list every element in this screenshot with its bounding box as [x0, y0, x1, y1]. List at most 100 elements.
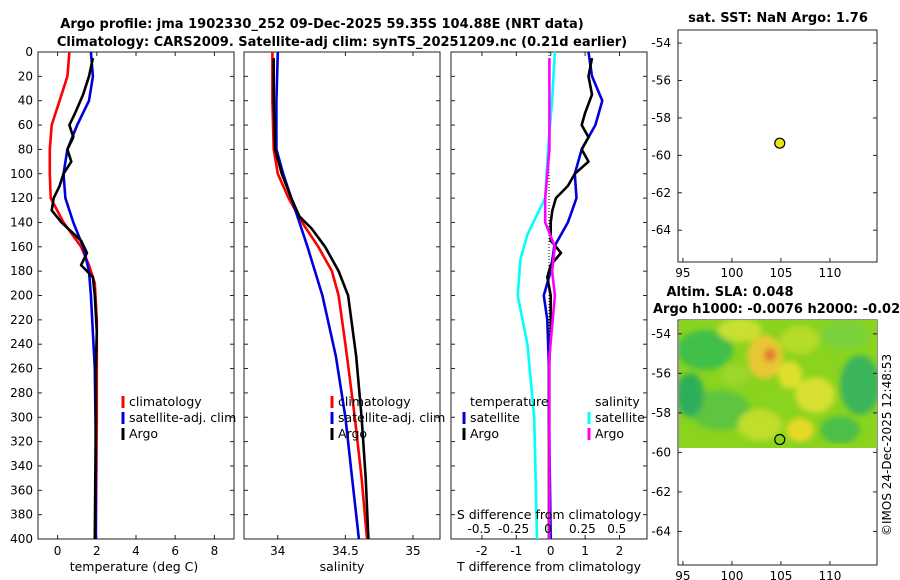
y-tick-label: 20 [18, 69, 33, 83]
legend-label-t-argo: Argo [470, 426, 499, 441]
x-tick-label: 0 [547, 544, 555, 558]
x-tick-label: -2 [476, 544, 488, 558]
x-tick-label: 34.5 [332, 544, 359, 558]
legend-title-salinity: salinity [595, 394, 640, 409]
y-tick-label: 360 [10, 483, 33, 497]
sla-map: Altim. SLA: 0.048 Argo h1000: -0.0076 h2… [651, 285, 900, 580]
salinity-legend: climatology satellite-adj. clim Argo [330, 394, 445, 441]
lon-tick-label: 110 [818, 569, 841, 580]
y-tick-label: 220 [10, 313, 33, 327]
lat-tick-label: -62 [651, 186, 671, 200]
legend-label-t-satellite: satellite [470, 410, 520, 425]
salinity-xlabel: salinity [320, 559, 365, 574]
s-difference-xlabel: S difference from climatology [457, 507, 642, 522]
temperature-axes-box [37, 51, 235, 540]
series-line-satellite-adj-clim [275, 51, 361, 540]
x-tick-label: 35 [405, 544, 420, 558]
legend-label-s-satellite: satellite [595, 410, 645, 425]
x-tick-label: -1 [510, 544, 522, 558]
lon-tick-label: 105 [769, 266, 792, 280]
lat-tick-label: -64 [651, 223, 671, 237]
series-line-t-satellite [542, 51, 604, 540]
lon-tick-label: 95 [675, 266, 690, 280]
lat-tick-label: -58 [651, 406, 671, 420]
argo-position-marker [774, 433, 786, 446]
x-tick-label: 34 [270, 544, 285, 558]
figure-title-line2: Climatology: CARS2009. Satellite-adj cli… [57, 35, 627, 50]
x-tick-label: 8 [211, 544, 219, 558]
y-tick-label: 60 [18, 118, 33, 132]
y-tick-label: 300 [10, 410, 33, 424]
y-tick-label: 320 [10, 435, 33, 449]
sla-map-title: Altim. SLA: 0.048 [667, 285, 794, 300]
x-tick-label: 0 [54, 544, 62, 558]
sla-heatmap [679, 320, 877, 448]
salinity-diff-legend: salinity satellite Argo [587, 394, 645, 441]
legend-title-temperature: temperature [470, 394, 549, 409]
sst-map-title: sat. SST: NaN Argo: 1.76 [688, 11, 868, 26]
y-tick-label: 140 [10, 215, 33, 229]
x-tick-label: 2 [616, 544, 624, 558]
lon-tick-label: 110 [818, 266, 841, 280]
lat-tick-label: -56 [651, 366, 671, 380]
y-tick-label: 260 [10, 362, 33, 376]
temperature-xlabel: temperature (deg C) [70, 559, 199, 574]
legend-label-climatology: climatology [129, 394, 202, 409]
sla-map-subtitle: Argo h1000: -0.0076 h2000: -0.02 [653, 302, 900, 317]
s-tick-label: 0.5 [607, 522, 626, 536]
series-line-climatology [271, 52, 369, 540]
difference-panel: -2 -1 0 1 2 T difference from climatology S … [450, 51, 648, 574]
series-line-s-argo [543, 58, 557, 539]
y-tick-label: 100 [10, 167, 33, 181]
lon-tick-label: 105 [769, 569, 792, 580]
y-tick-label: 200 [10, 289, 33, 303]
lon-tick-label: 100 [720, 266, 743, 280]
x-tick-label: 1 [581, 544, 589, 558]
lon-tick-label: 100 [720, 569, 743, 580]
lat-tick-label: -60 [651, 445, 671, 459]
figure-title-line1: Argo profile: jma 1902330_252 09-Dec-202… [60, 17, 583, 32]
y-tick-label: 400 [10, 532, 33, 546]
x-tick-label: 4 [132, 544, 140, 558]
y-tick-label: 120 [10, 191, 33, 205]
s-tick-label: 0.25 [569, 522, 596, 536]
s-tick-label: 0 [544, 522, 552, 536]
legend-label-climatology: climatology [338, 394, 411, 409]
series-line-satellite-adj-clim [62, 51, 98, 539]
y-tick-label: 0 [25, 45, 33, 59]
series-line-t-argo [545, 57, 594, 539]
watermark: ©IMOS 24-Dec-2025 12:48:53 [880, 354, 894, 536]
y-tick-label: 240 [10, 337, 33, 351]
lon-tick-label: 95 [675, 569, 690, 580]
lat-tick-label: -64 [651, 524, 671, 538]
y-tick-label: 280 [10, 386, 33, 400]
t-difference-xlabel: T difference from climatology [456, 559, 642, 574]
lat-tick-label: -62 [651, 485, 671, 499]
s-tick-label: -0.5 [468, 522, 491, 536]
lat-tick-label: -60 [651, 148, 671, 162]
legend-label-argo: Argo [338, 426, 367, 441]
y-tick-label: 180 [10, 264, 33, 278]
temperature-diff-legend: temperature satellite Argo [462, 394, 549, 441]
x-tick-label: 6 [171, 544, 179, 558]
temperature-panel: 0 2 4 6 802040608010012014016018020022024026… [10, 45, 236, 574]
lat-tick-label: -54 [651, 36, 671, 50]
series-line-argo [272, 58, 370, 540]
legend-label-s-argo: Argo [595, 426, 624, 441]
y-tick-label: 380 [10, 508, 33, 522]
y-tick-label: 80 [18, 142, 33, 156]
lat-tick-label: -54 [651, 327, 671, 341]
legend-label-argo: Argo [129, 426, 158, 441]
x-tick-label: 2 [93, 544, 101, 558]
y-tick-label: 40 [18, 94, 33, 108]
y-tick-label: 340 [10, 459, 33, 473]
lat-tick-label: -58 [651, 111, 671, 125]
temperature-legend: climatology satellite-adj. clim Argo [121, 394, 236, 441]
s-tick-label: -0.25 [498, 522, 529, 536]
legend-label-satellite: satellite-adj. clim [338, 410, 445, 425]
y-tick-label: 160 [10, 240, 33, 254]
argo-position-marker [774, 137, 786, 149]
salinity-panel: 34 34.5 35 salinity climatology satellite-… [243, 51, 445, 574]
legend-label-satellite: satellite-adj. clim [129, 410, 236, 425]
